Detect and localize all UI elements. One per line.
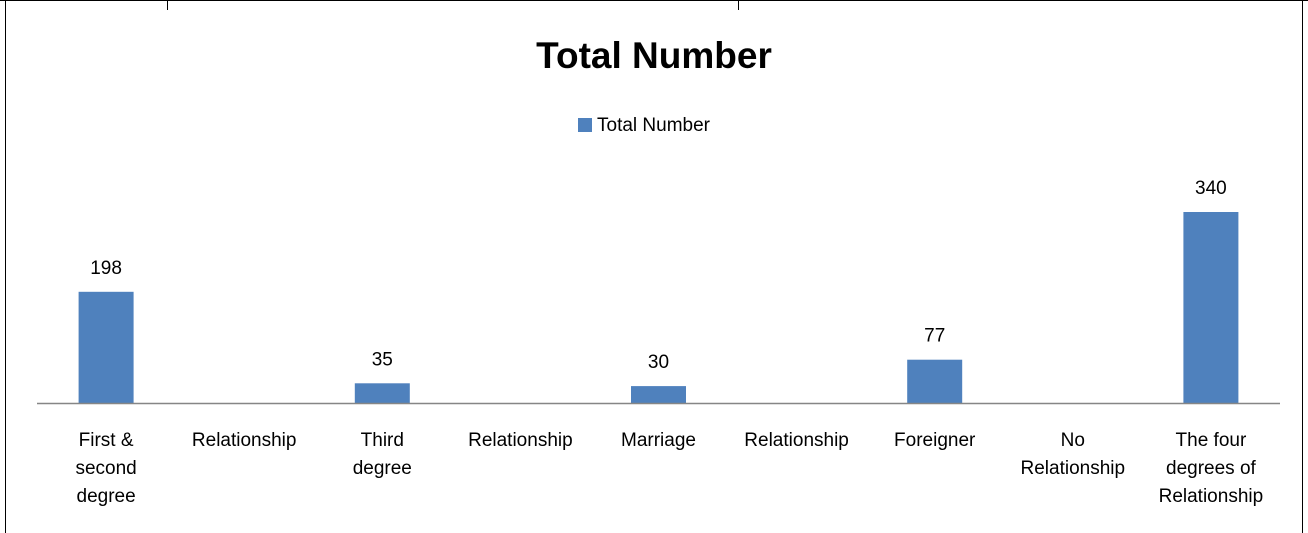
data-label: 77	[924, 326, 945, 347]
bar	[907, 359, 963, 403]
data-labels-group: 198 35 30 77 340	[90, 178, 1227, 373]
category-label: Relationship	[744, 430, 849, 451]
category-label: Foreigner	[894, 430, 976, 451]
bars-group	[78, 212, 1239, 403]
bar	[631, 386, 686, 403]
legend-swatch	[578, 118, 592, 132]
chart-title: Total Number	[536, 35, 772, 76]
category-label: No Relationship	[1021, 430, 1126, 479]
data-label: 35	[372, 349, 393, 370]
category-label: Relationship	[468, 430, 573, 451]
category-label: Third degree	[353, 430, 412, 479]
legend-label: Total Number	[597, 115, 711, 136]
category-label: First & second degree	[75, 430, 136, 507]
category-label: Relationship	[192, 430, 297, 451]
data-label: 340	[1195, 178, 1227, 199]
bar	[78, 291, 134, 403]
bar	[354, 383, 410, 403]
category-label: Marriage	[621, 430, 696, 451]
legend: Total Number	[578, 115, 711, 136]
category-label: The four degrees of Relationship	[1159, 430, 1264, 507]
data-label: 198	[90, 258, 122, 279]
data-label: 30	[648, 352, 669, 373]
category-labels-group: First & second degree Relationship Third degr…	[75, 430, 1263, 507]
bar	[1183, 212, 1239, 403]
